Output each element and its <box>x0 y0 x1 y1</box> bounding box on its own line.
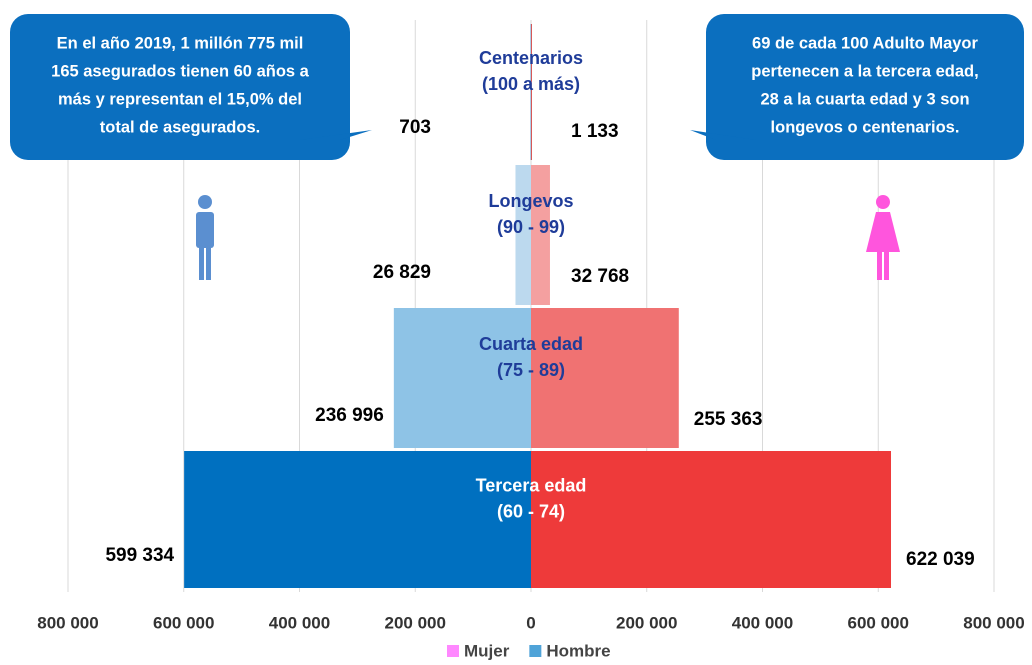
x-tick-label: 200 000 <box>616 613 677 632</box>
bar <box>531 308 679 448</box>
category-label: Centenarios <box>479 48 583 68</box>
x-tick-label: 400 000 <box>732 613 793 632</box>
category-label: (60 - 74) <box>497 501 565 521</box>
category-label: (100 a más) <box>482 74 580 94</box>
x-tick-label: 600 000 <box>153 613 214 632</box>
bar <box>184 451 532 588</box>
category-label: (90 - 99) <box>497 217 565 237</box>
value-label: 255 363 <box>694 409 763 430</box>
annotation-tail <box>690 130 756 140</box>
category-label: Longevos <box>488 191 573 211</box>
x-tick-label: 200 000 <box>385 613 446 632</box>
bar <box>531 24 532 160</box>
value-label: 599 334 <box>105 545 174 566</box>
legend-swatch <box>529 645 542 657</box>
annotation-text: En el año 2019, 1 millón 775 mil <box>57 34 304 52</box>
value-label: 26 829 <box>373 262 431 283</box>
x-tick-label: 0 <box>526 613 535 632</box>
value-label: 236 996 <box>315 405 384 426</box>
value-label: 32 768 <box>571 266 629 287</box>
male-icon <box>196 195 214 280</box>
annotation-text: 28 a la cuarta edad y 3 son <box>760 90 969 108</box>
annotation-text: más y representan el 15,0% del <box>58 90 302 108</box>
legend-label: Hombre <box>546 641 610 660</box>
x-tick-label: 600 000 <box>848 613 909 632</box>
bar <box>531 165 550 305</box>
annotation-text: 69 de cada 100 Adulto Mayor <box>752 34 978 52</box>
value-label: 622 039 <box>906 549 975 570</box>
annotation-text: 165 asegurados tienen 60 años a <box>51 62 310 80</box>
legend-label: Mujer <box>464 641 510 660</box>
annotation-box <box>10 14 1024 160</box>
legend-swatch <box>447 645 459 657</box>
bar <box>515 165 531 305</box>
category-label: Tercera edad <box>476 475 587 495</box>
annotation-bg <box>10 14 350 160</box>
annotation-bg <box>706 14 1024 160</box>
annotation-text: longevos o centenarios. <box>771 118 960 136</box>
category-label: Cuarta edad <box>479 334 583 354</box>
x-tick-label: 800 000 <box>963 613 1024 632</box>
female-icon <box>866 195 900 280</box>
value-label: 703 <box>399 117 431 138</box>
bar <box>531 451 892 588</box>
x-tick-label: 400 000 <box>269 613 330 632</box>
bar <box>393 308 531 448</box>
annotation-tail <box>300 130 372 140</box>
category-label: (75 - 89) <box>497 360 565 380</box>
annotation-text: pertenecen a la tercera edad, <box>751 62 978 80</box>
value-label: 1 133 <box>571 121 619 142</box>
x-tick-label: 800 000 <box>37 613 98 632</box>
annotation-text: total de asegurados. <box>100 118 260 136</box>
